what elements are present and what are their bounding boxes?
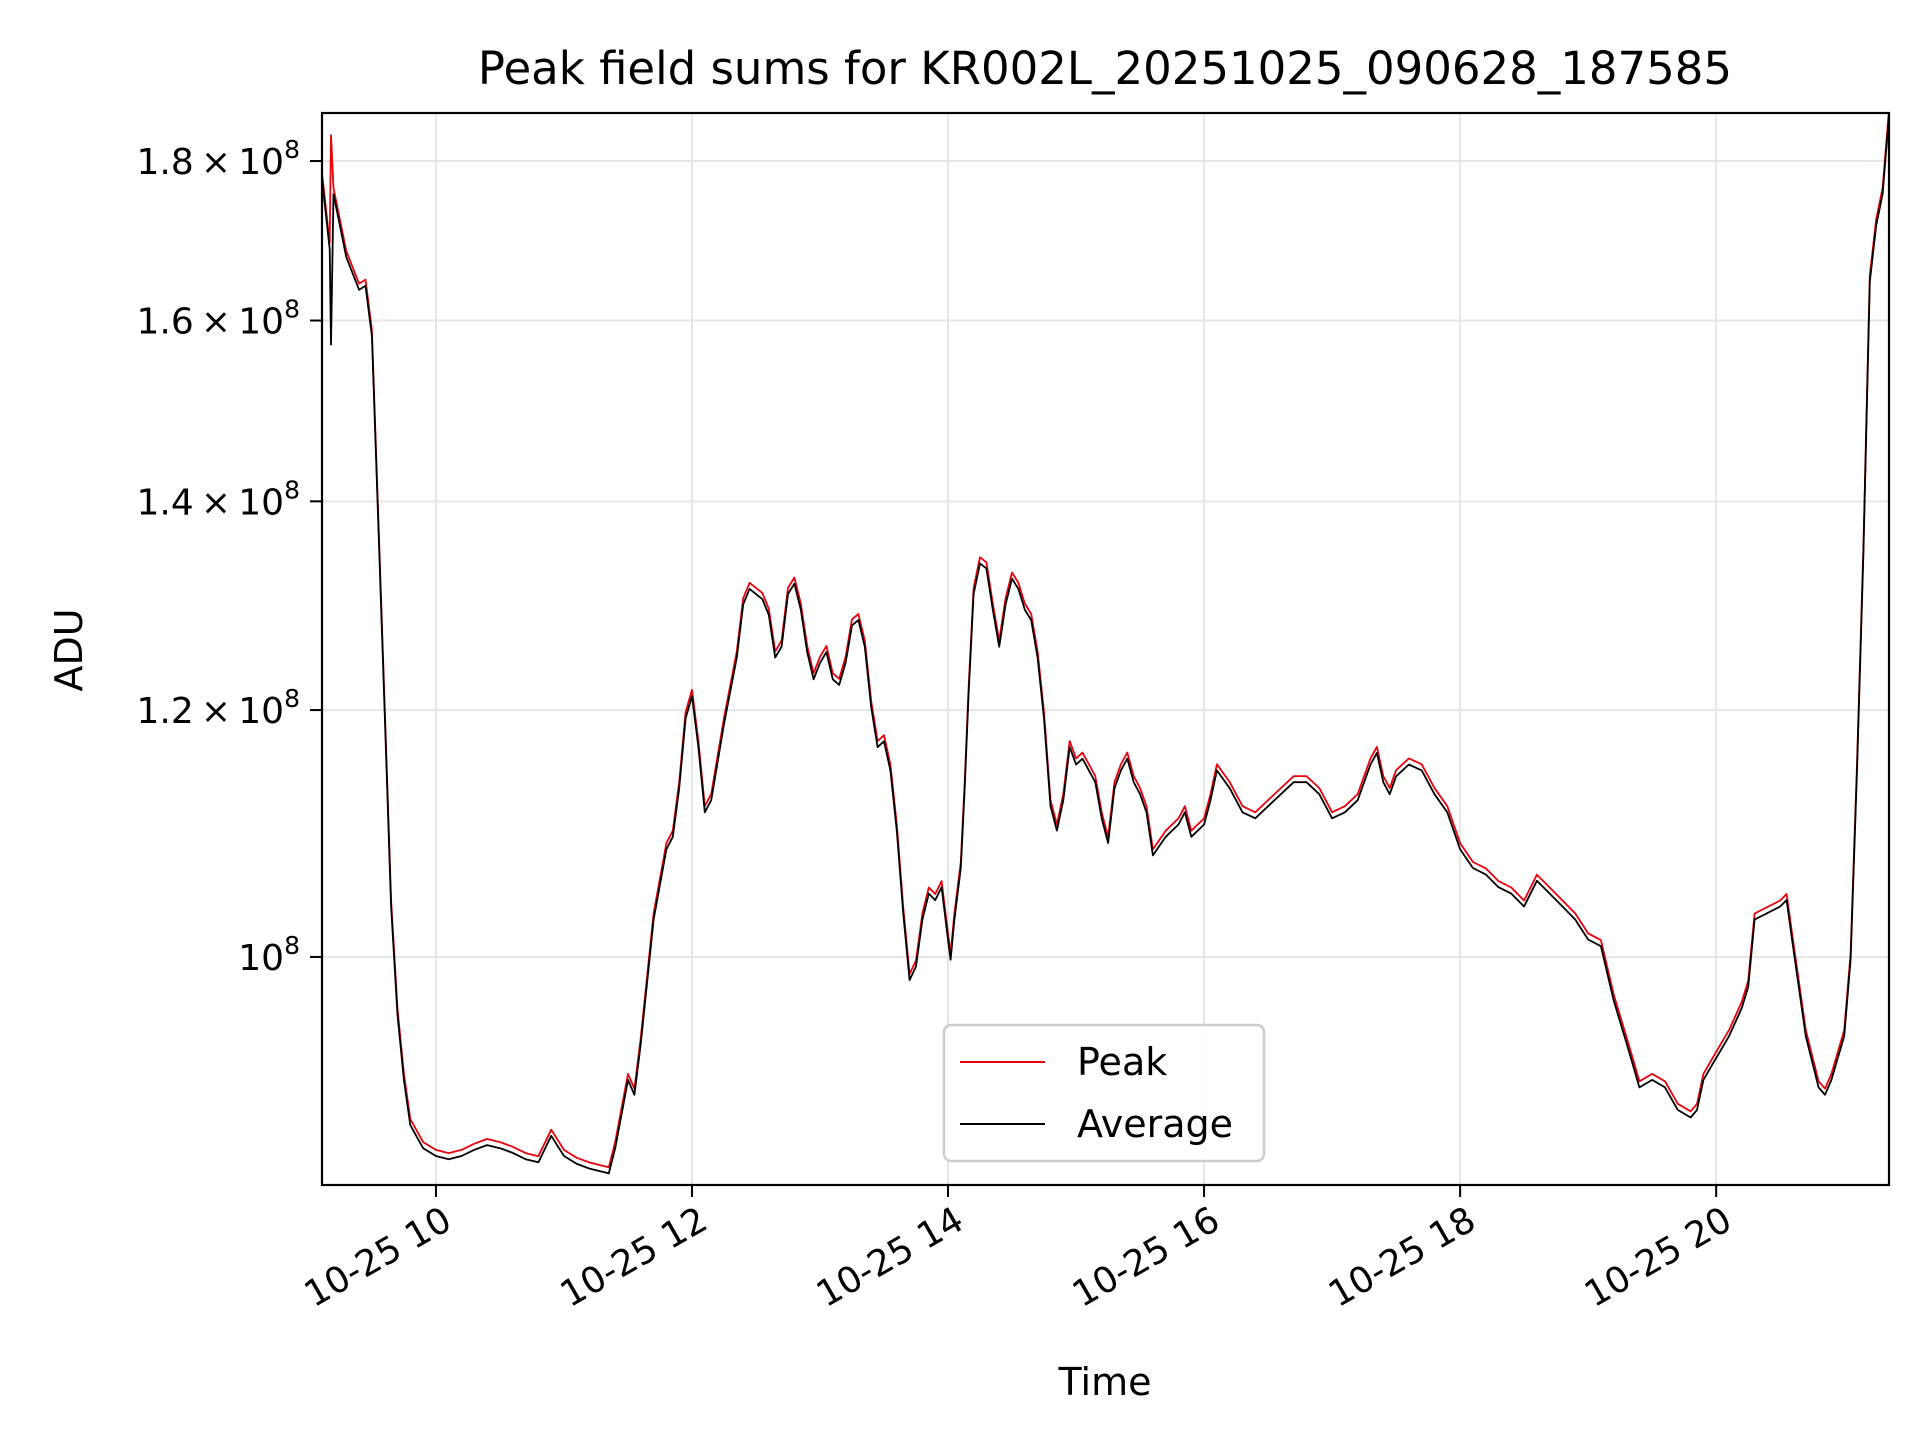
y-tick-label: 1.4 × 108 [136, 475, 300, 523]
x-axis-label: Time [1058, 1360, 1152, 1404]
series-lines [322, 113, 1889, 1175]
legend-peak-label: Peak [1077, 1040, 1167, 1084]
legend-average-label: Average [1077, 1102, 1233, 1146]
y-axis: 1.8 × 108 1.6 × 108 1.4 × 108 1.2 × 108 108 [136, 135, 322, 979]
y-tick-label: 108 [238, 931, 300, 979]
chart-title: Peak field sums for KR002L_20251025_0906… [478, 42, 1732, 95]
grid [322, 113, 1889, 1185]
y-axis-label: ADU [47, 608, 91, 691]
y-tick-label: 1.8 × 108 [136, 135, 300, 183]
plot-frame [320, 111, 1891, 1187]
legend-box [942, 1023, 1266, 1163]
y-tick-label: 1.2 × 108 [136, 684, 300, 732]
series-line-peak [322, 113, 1889, 1169]
legend: Peak Average [942, 1023, 1266, 1163]
series-line-average [322, 115, 1889, 1175]
y-tick-label: 1.6 × 108 [136, 295, 300, 343]
